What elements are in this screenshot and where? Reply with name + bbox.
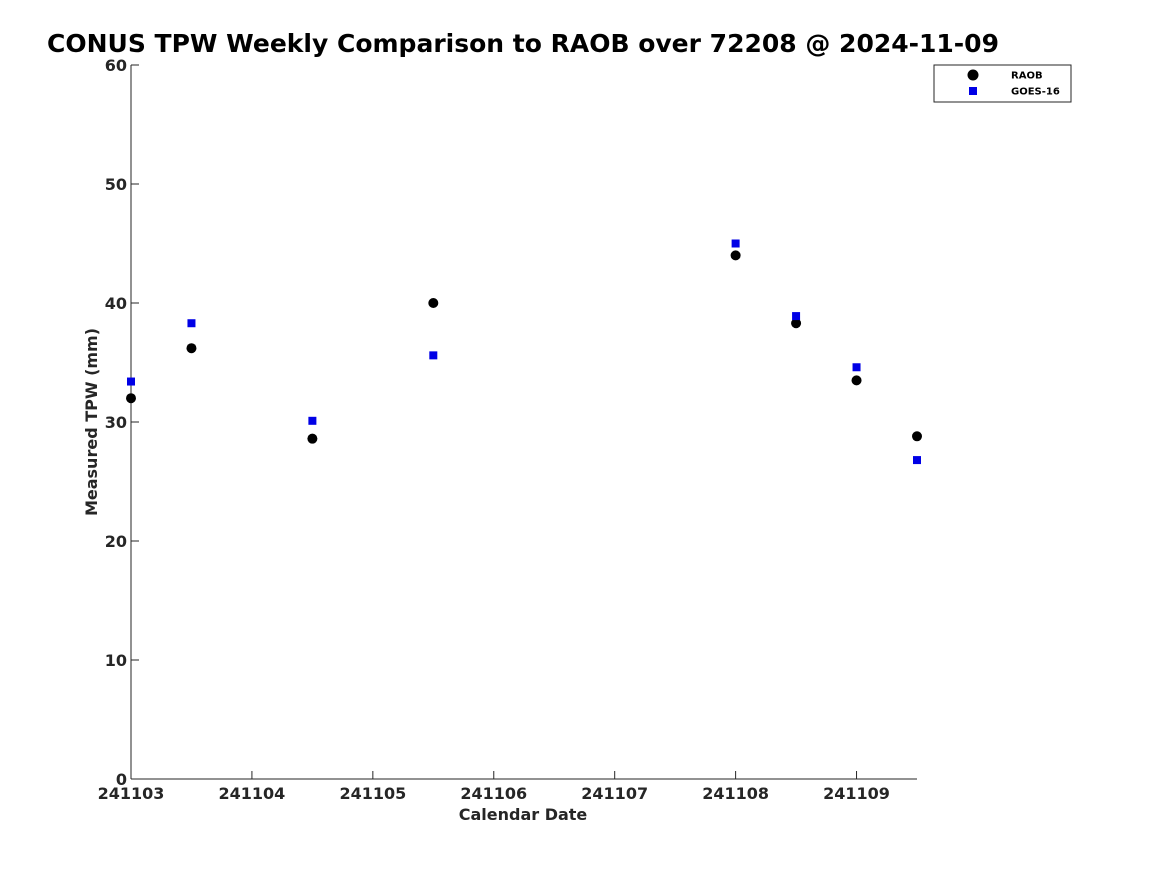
legend: RAOB GOES-16 — [933, 64, 1072, 103]
raob-point — [428, 298, 439, 308]
x-tick-label: 241107 — [581, 784, 648, 803]
y-tick-label: 20 — [105, 532, 127, 551]
raob-point — [307, 433, 318, 444]
goes16-point — [731, 239, 740, 248]
x-tick-label: 241109 — [823, 784, 890, 803]
raob-point — [912, 431, 922, 442]
x-tick-label: 241106 — [460, 784, 527, 803]
raob-point — [730, 250, 741, 261]
y-tick-label: 30 — [105, 413, 127, 432]
goes16-point — [792, 312, 801, 321]
y-tick-label: 0 — [116, 770, 127, 789]
raob-point — [791, 318, 802, 329]
goes16-point — [187, 319, 196, 328]
legend-raob-marker — [967, 69, 979, 81]
goes16-point — [852, 363, 861, 372]
x-tick-label: 241108 — [702, 784, 769, 803]
y-ticks: 0 10 20 30 40 50 60 — [105, 56, 139, 789]
x-tick-label: 241104 — [219, 784, 286, 803]
legend-goes16-marker — [969, 87, 977, 95]
x-ticks: 241103 241104 241105 241106 241107 241108 2411… — [98, 771, 890, 803]
y-tick-label: 10 — [105, 651, 127, 670]
legend-goes16-label: GOES-16 — [1011, 87, 1060, 98]
x-tick-label: 241103 — [98, 784, 165, 803]
raob-point — [851, 375, 862, 386]
goes16-point — [127, 377, 135, 386]
goes16-point — [308, 416, 317, 425]
y-axis-label: Measured TPW (mm) — [82, 328, 101, 516]
y-tick-label: 40 — [105, 294, 127, 313]
y-tick-label: 60 — [105, 56, 127, 75]
legend-raob-label: RAOB — [1011, 71, 1043, 82]
x-tick-label: 241105 — [339, 784, 406, 803]
raob-point — [186, 343, 197, 354]
legend-box — [933, 64, 1072, 103]
chart-title: CONUS TPW Weekly Comparison to RAOB over… — [47, 29, 999, 58]
data-points — [126, 239, 922, 465]
axes — [130, 65, 917, 780]
goes16-point — [913, 456, 921, 465]
raob-point — [126, 393, 136, 404]
x-axis-label: Calendar Date — [459, 805, 588, 824]
y-tick-label: 50 — [105, 175, 127, 194]
goes16-point — [429, 351, 438, 360]
